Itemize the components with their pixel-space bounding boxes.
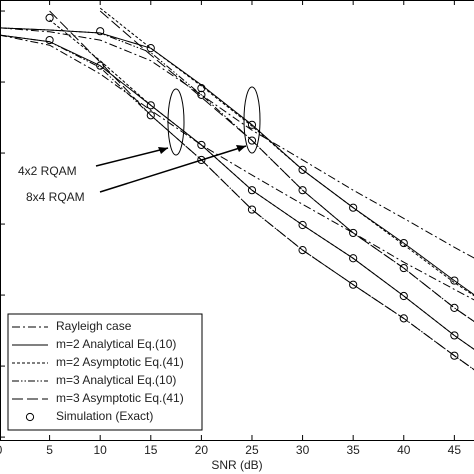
x-tick-label: 40: [397, 443, 411, 457]
simulation-point: [247, 136, 257, 145]
simulation-point: [146, 111, 155, 120]
simulation-point: [247, 205, 257, 214]
simulation-point: [298, 165, 307, 174]
simulation-point: [349, 254, 358, 263]
simulation-point: [399, 314, 408, 323]
simulation-point: [96, 61, 105, 70]
legend-label: m=2 Analytical Eq.(10): [56, 337, 176, 351]
simulation-point: [298, 245, 307, 255]
simulation-point: [197, 84, 206, 93]
simulation-point: [349, 228, 358, 238]
simulation-point: [197, 140, 206, 150]
x-tick-label: 30: [296, 443, 310, 457]
plot-area: [0, 7, 474, 371]
x-tick-label: 20: [195, 443, 209, 457]
simulation-point: [399, 263, 408, 273]
legend-label: m=2 Asymptotic Eq.(41): [56, 355, 184, 369]
axes-frame: [0, 0, 474, 441]
simulation-point: [450, 303, 459, 312]
simulation-point: [247, 186, 257, 195]
simulation-point: [450, 351, 459, 360]
x-tick-label: 35: [346, 443, 360, 457]
arrow: [95, 147, 169, 167]
simulation-point: [96, 27, 105, 36]
simulation-point: [298, 186, 307, 195]
simulation-point: [247, 120, 257, 129]
series-line: [0, 27, 474, 259]
simulation-point: [197, 155, 206, 165]
arrow: [99, 145, 247, 193]
simulation-point: [45, 35, 54, 45]
simulation-point: [349, 203, 358, 212]
simulation-point: [146, 44, 155, 53]
simulation-point: [298, 220, 307, 230]
annotation: 4x2 RQAM: [18, 164, 77, 178]
series-line: [0, 27, 474, 296]
legend-label: m=3 Asymptotic Eq.(41): [56, 391, 184, 405]
series-line: [49, 19, 474, 350]
simulation-point: [349, 280, 358, 289]
simulation-point: [146, 101, 155, 110]
simulation-point: [450, 331, 459, 340]
series-line: [99, 10, 474, 322]
x-tick-label: 10: [94, 443, 108, 457]
x-tick-label: 15: [144, 443, 158, 457]
group-ellipse: [243, 86, 261, 154]
series-line: [0, 34, 474, 301]
legend-label: Rayleigh case: [56, 319, 132, 333]
x-tick-label: 5: [46, 443, 53, 457]
simulation-point: [450, 276, 459, 285]
simulation-point: [399, 291, 408, 301]
series-line: [49, 10, 474, 371]
arrow-head: [236, 145, 246, 152]
simulation-point: [197, 90, 206, 99]
arrow-head: [158, 147, 168, 154]
legend-label: Simulation (Exact): [56, 409, 153, 423]
legend-label: m=3 Analytical Eq.(10): [56, 373, 176, 387]
simulation-point: [45, 13, 54, 23]
x-tick-label: 45: [448, 443, 462, 457]
x-tick-label: 0: [0, 443, 3, 457]
x-tick-label: 25: [245, 443, 259, 457]
legend-box: [7, 313, 203, 431]
series-line: [99, 7, 474, 297]
x-axis-label: SNR (dB): [211, 458, 262, 472]
group-ellipse: [167, 88, 185, 156]
legend-marker: [25, 412, 35, 422]
simulation-point: [399, 238, 408, 248]
annotation: 8x4 RQAM: [26, 190, 85, 204]
